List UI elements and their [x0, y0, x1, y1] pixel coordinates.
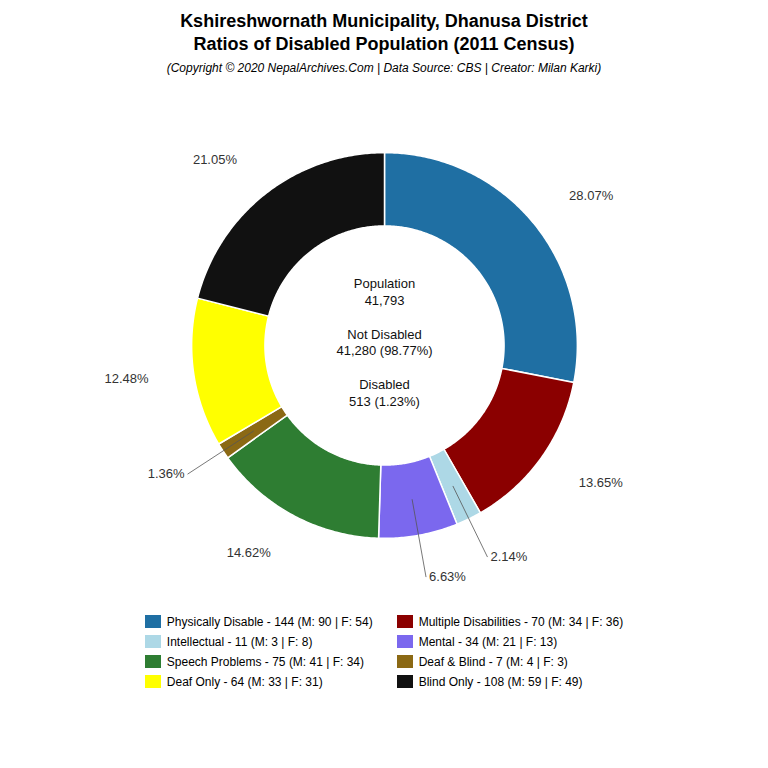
- svg-text:28.07%: 28.07%: [569, 188, 614, 203]
- html-text:Blind Only - 108 (M: 59 | F: 4: Blind Only - 108 (M: 59 | F: 49): [418, 674, 583, 689]
- svg-text:12.48%: 12.48%: [105, 371, 150, 386]
- svg-text:1.36%: 1.36%: [148, 466, 185, 481]
- html-text:Mental - 34 (M: 21 | F: 13): Mental - 34 (M: 21 | F: 13): [418, 634, 558, 649]
- html-text:Kshireshwornath Municipality,: Kshireshwornath Municipality, Dhanusa Di…: [180, 11, 588, 55]
- svg-text:6.63%: 6.63%: [429, 569, 466, 584]
- html-text:Deaf & Blind - 7 (M: 4 | F: 3): Deaf & Blind - 7 (M: 4 | F: 3): [418, 654, 568, 669]
- html-text:Physically Disable - 144 (M: 9: Physically Disable - 144 (M: 90 | F: 54): [166, 614, 373, 629]
- svg-text:13.65%: 13.65%: [579, 474, 624, 489]
- html-text:Deaf Only - 64 (M: 33 | F: 31): Deaf Only - 64 (M: 33 | F: 31): [166, 674, 323, 689]
- html-text:Intellectual - 11 (M: 3 | F: 8: Intellectual - 11 (M: 3 | F: 8): [166, 634, 313, 649]
- svg-text:21.05%: 21.05%: [193, 152, 238, 167]
- svg-text:14.62%: 14.62%: [227, 545, 272, 560]
- svg-text:2.14%: 2.14%: [490, 549, 527, 564]
- html-text:Multiple Disabilities - 70 (M:: Multiple Disabilities - 70 (M: 34 | F: 3…: [418, 614, 624, 629]
- svg-text:Population41,793Not Disabled41: Population41,793Not Disabled41,280 (98.7…: [336, 276, 432, 409]
- html-text:(Copyright © 2020 NepalArchive: (Copyright © 2020 NepalArchives.Com | Da…: [166, 60, 602, 75]
- html-text:Speech Problems - 75 (M: 41 |: Speech Problems - 75 (M: 41 | F: 34): [166, 654, 364, 669]
